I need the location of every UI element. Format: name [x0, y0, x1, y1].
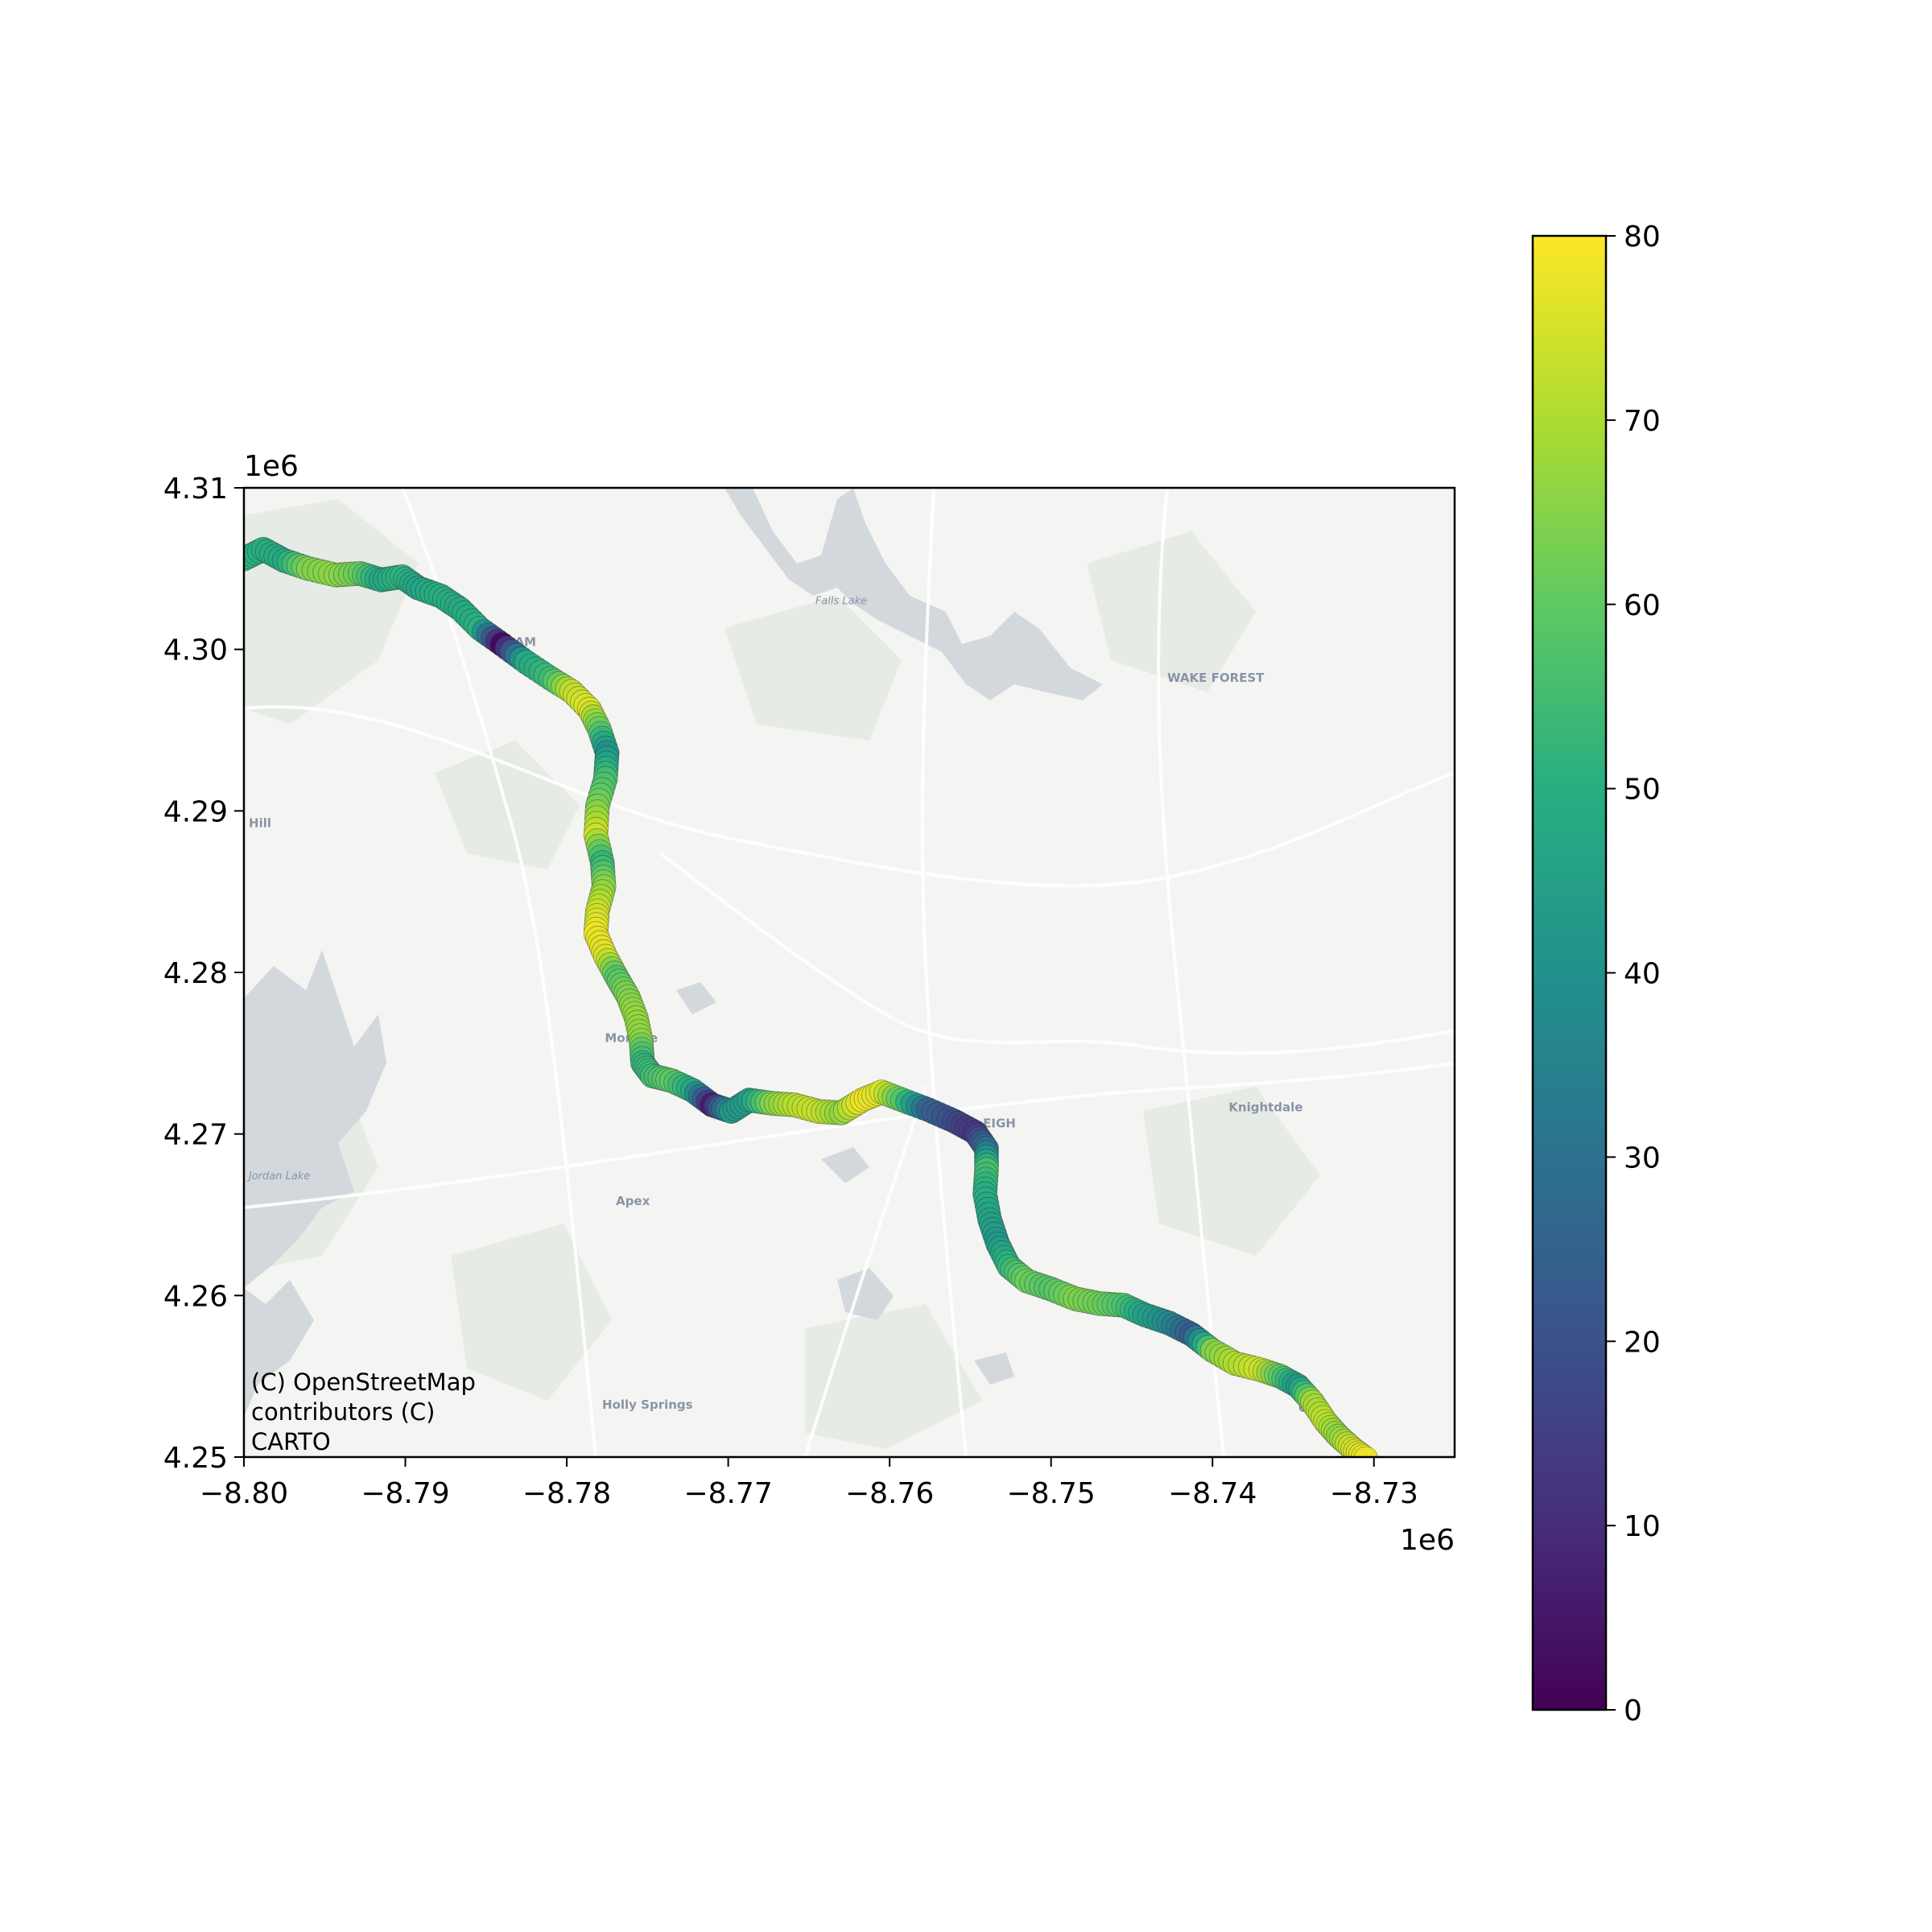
y-axis: 4.25 4.26 4.27 4.28 4.29 4.30 4.31: [163, 473, 244, 1475]
place-label: Knightdale: [1228, 1100, 1302, 1115]
y-offset-label: 1e6: [244, 450, 299, 483]
y-tick-label: 4.26: [163, 1280, 228, 1313]
route-point: [1353, 1446, 1378, 1457]
colorbar-tick-label: 60: [1624, 589, 1661, 622]
place-label: Hill: [249, 815, 271, 830]
place-label: WAKE FOREST: [1167, 671, 1265, 685]
colorbar-tick-label: 70: [1624, 405, 1661, 438]
x-tick-label: −8.78: [522, 1477, 611, 1510]
y-tick-label: 4.27: [163, 1119, 228, 1152]
attribution-line-2: contributors (C): [251, 1398, 435, 1426]
colorbar-gradient: [1533, 236, 1606, 1710]
falls-lake: [724, 488, 1103, 700]
colorbar-tick-label: 0: [1624, 1695, 1642, 1728]
place-label: Jordan Lake: [246, 1170, 310, 1183]
y-tick-label: 4.31: [163, 473, 228, 506]
y-tick-label: 4.29: [163, 795, 228, 828]
y-tick-label: 4.28: [163, 957, 228, 990]
place-label: EIGH: [983, 1117, 1016, 1131]
attribution-line-1: (C) OpenStreetMap: [251, 1368, 476, 1396]
y-tick-label: 4.25: [163, 1442, 228, 1475]
x-tick-label: −8.76: [845, 1477, 934, 1510]
colorbar-tick-label: 80: [1624, 221, 1661, 254]
basemap-roads: [244, 488, 1455, 1457]
x-tick-label: −8.79: [361, 1477, 449, 1510]
y-tick-label: 4.30: [163, 634, 228, 667]
x-tick-label: −8.74: [1168, 1477, 1257, 1510]
x-tick-label: −8.77: [683, 1477, 772, 1510]
place-label: Holly Springs: [602, 1397, 693, 1412]
colorbar-tick-label: 30: [1624, 1141, 1661, 1174]
attribution: (C) OpenStreetMap contributors (C) CARTO: [251, 1368, 476, 1455]
x-axis: −8.80 −8.79 −8.78 −8.77 −8.76 −8.75 −8.74 −8.73: [200, 1457, 1418, 1510]
x-offset-label: 1e6: [1400, 1524, 1455, 1557]
place-label: Apex: [616, 1194, 650, 1208]
place-label: Falls Lake: [815, 595, 867, 607]
colorbar-tick-label: 40: [1624, 958, 1661, 991]
colorbar: 0 10 20 30 40 50 60 70 80: [1531, 221, 1661, 1728]
colorbar-tick-label: 50: [1624, 774, 1661, 807]
x-tick-label: −8.73: [1330, 1477, 1418, 1510]
colorbar-tick-label: 20: [1624, 1326, 1661, 1359]
colorbar-ticks: 0 10 20 30 40 50 60 70 80: [1606, 221, 1661, 1728]
route-points: [244, 536, 1378, 1457]
attribution-line-3: CARTO: [251, 1428, 331, 1455]
x-tick-label: −8.75: [1007, 1477, 1096, 1510]
x-tick-label: −8.80: [200, 1477, 288, 1510]
colorbar-tick-label: 10: [1624, 1510, 1661, 1543]
